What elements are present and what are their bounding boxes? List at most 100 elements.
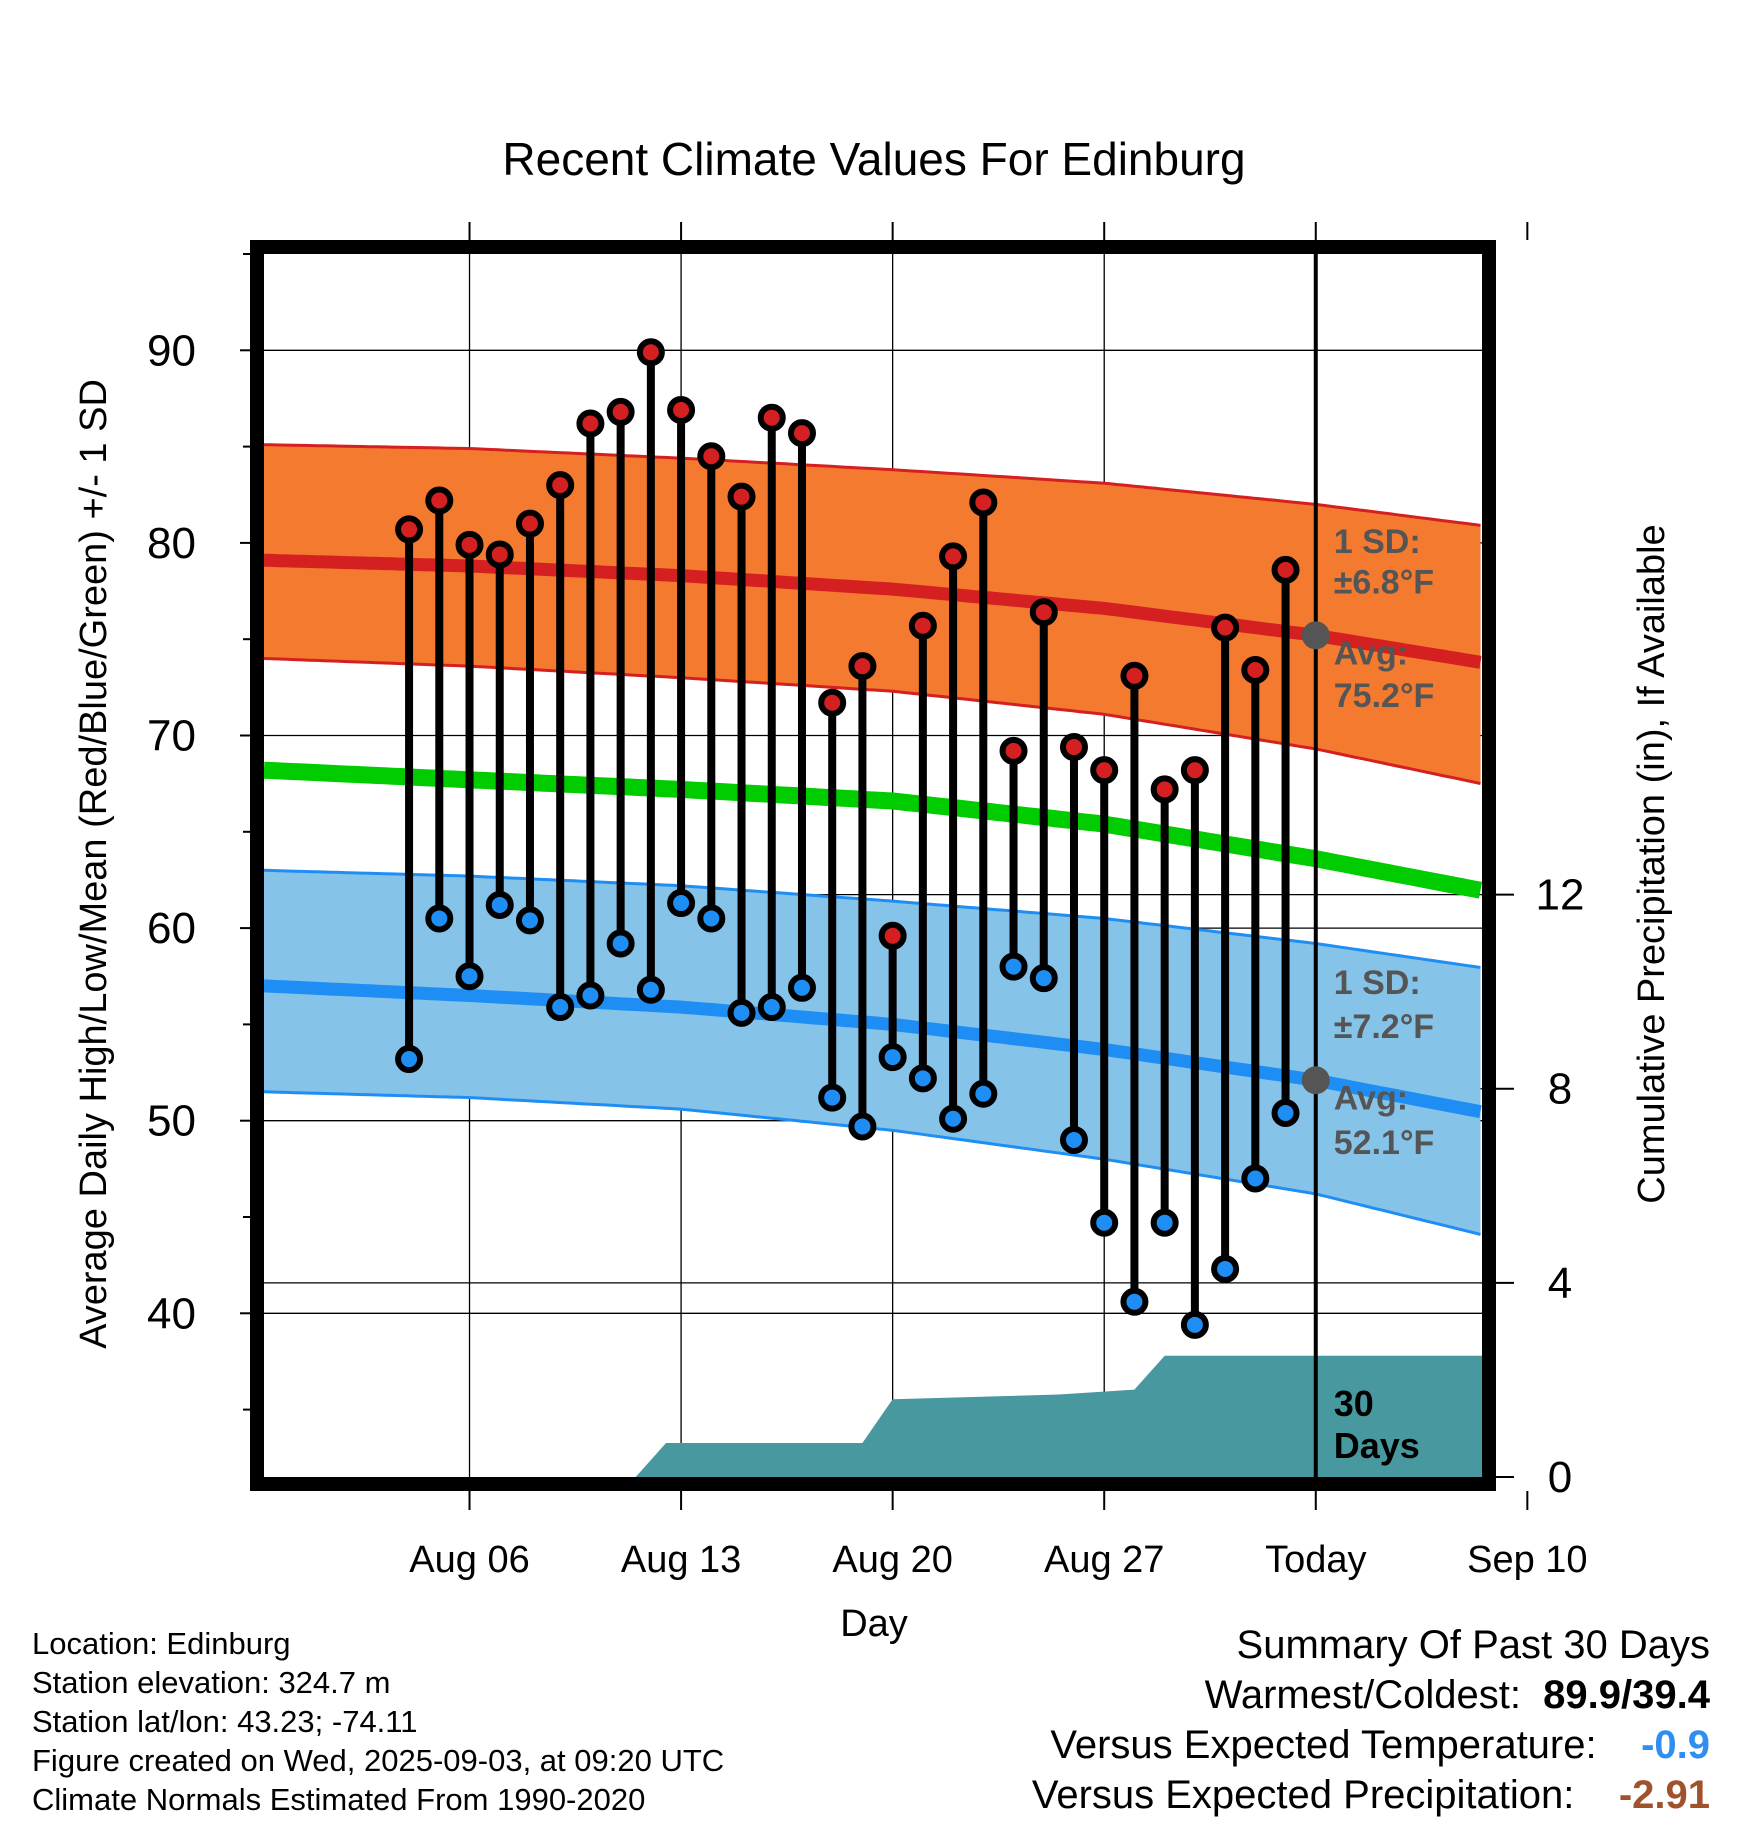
- obs-low-point: [1120, 1287, 1149, 1316]
- station-info: Location: Edinburg Station elevation: 32…: [32, 1624, 724, 1819]
- y2-tick-label: 0: [1548, 1453, 1572, 1502]
- high-avg-value: 75.2°F: [1334, 677, 1435, 715]
- summary-heading: Summary Of Past 30 Days: [1236, 1623, 1710, 1667]
- obs-low-point: [939, 1104, 968, 1133]
- obs-low-point: [576, 981, 605, 1010]
- obs-high-point: [667, 396, 696, 425]
- obs-high-point: [1120, 661, 1149, 690]
- obs-low-point: [1211, 1254, 1240, 1283]
- obs-high-point: [1090, 756, 1119, 785]
- observations: [395, 338, 1300, 1339]
- low-avg-value: 52.1°F: [1334, 1124, 1435, 1162]
- obs-high-point: [848, 652, 877, 681]
- created-text: Figure created on Wed, 2025-09-03, at 09…: [32, 1743, 725, 1778]
- precip-departure-value: -2.91: [1618, 1773, 1710, 1817]
- low-sd-label: 1 SD:: [1334, 964, 1421, 1002]
- obs-low-point: [818, 1083, 847, 1112]
- y-tick-label: 80: [147, 519, 196, 568]
- obs-high-point: [1241, 656, 1270, 685]
- y-axis-label: Average Daily High/Low/Mean (Red/Blue/Gr…: [73, 379, 115, 1349]
- obs-low-point: [1180, 1310, 1209, 1339]
- temp-departure-row: Versus Expected Temperature: -0.9: [1032, 1720, 1710, 1770]
- obs-high-point: [908, 611, 937, 640]
- obs-low-point: [485, 890, 514, 919]
- today-high-avg-marker: [1301, 621, 1330, 650]
- precip-cumulative-area: [264, 1355, 1482, 1477]
- obs-high-point: [455, 530, 484, 559]
- high-sd-label: 1 SD:: [1334, 523, 1421, 561]
- high-sd-band: [264, 444, 1481, 784]
- obs-high-point: [1271, 555, 1300, 584]
- obs-low-point: [848, 1112, 877, 1141]
- x-tick-label: Aug 13: [621, 1539, 741, 1581]
- obs-low-point: [395, 1045, 424, 1074]
- y-tick-label: 50: [147, 1097, 196, 1146]
- obs-low-point: [1090, 1208, 1119, 1237]
- today-low-avg-marker: [1301, 1066, 1330, 1095]
- obs-high-point: [1211, 613, 1240, 642]
- temp-departure-label: Versus Expected Temperature:: [1050, 1723, 1597, 1767]
- obs-low-point: [515, 906, 544, 935]
- obs-low-point: [1150, 1208, 1179, 1237]
- obs-high-point: [697, 442, 726, 471]
- obs-high-point: [757, 403, 786, 432]
- normals-text: Climate Normals Estimated From 1990-2020: [32, 1782, 646, 1817]
- y-tick-label: 90: [147, 326, 196, 375]
- x-tick-label: Today: [1265, 1539, 1366, 1581]
- obs-high-point: [969, 488, 998, 517]
- summary-panel: Summary Of Past 30 Days Warmest/Coldest:…: [1032, 1620, 1710, 1820]
- obs-low-point: [425, 904, 454, 933]
- window-label-number: 30: [1334, 1383, 1374, 1424]
- obs-low-point: [787, 973, 816, 1002]
- low-sd-value: ±7.2°F: [1334, 1008, 1434, 1046]
- obs-high-point: [1029, 598, 1058, 627]
- low-avg-label: Avg:: [1334, 1080, 1408, 1118]
- y2-tick-label: 12: [1536, 871, 1585, 920]
- obs-high-point: [787, 419, 816, 448]
- high-sd-value: ±6.8°F: [1334, 563, 1434, 601]
- warmest-coldest-value: 89.9/39.4: [1543, 1673, 1710, 1717]
- high-sd-upper-edge: [263, 443, 1481, 527]
- precipitation-area: [264, 1355, 1482, 1477]
- high-avg-label: Avg:: [1334, 635, 1408, 673]
- obs-low-point: [636, 975, 665, 1004]
- obs-high-point: [606, 397, 635, 426]
- warmest-coldest-label: Warmest/Coldest:: [1204, 1673, 1521, 1717]
- obs-low-point: [546, 993, 575, 1022]
- axis-ticks: 40 50 60 70 80 90 0 4 8 12 Aug 06 Aug 13 Aug 20 Aug 2…: [147, 222, 1588, 1581]
- obs-low-point: [1271, 1098, 1300, 1127]
- obs-high-point: [546, 471, 575, 500]
- y-tick-label: 60: [147, 904, 196, 953]
- obs-low-point: [697, 904, 726, 933]
- x-tick-label: Aug 06: [409, 1539, 529, 1581]
- obs-high-point: [1180, 756, 1209, 785]
- y2-axis-label: Cumulative Precipitation (in), If Availa…: [1631, 524, 1673, 1203]
- window-label-days: Days: [1334, 1425, 1420, 1466]
- obs-low-point: [727, 998, 756, 1027]
- temp-departure-value: -0.9: [1641, 1723, 1710, 1767]
- obs-low-point: [908, 1064, 937, 1093]
- obs-high-point: [818, 688, 847, 717]
- obs-high-point: [515, 509, 544, 538]
- precip-departure-row: Versus Expected Precipitation: -2.91: [1032, 1770, 1710, 1820]
- y2-tick-label: 4: [1548, 1259, 1572, 1308]
- obs-high-point: [939, 542, 968, 571]
- obs-low-point: [878, 1043, 907, 1072]
- obs-low-point: [969, 1079, 998, 1108]
- obs-high-point: [485, 540, 514, 569]
- plot-frame: [250, 240, 1496, 1491]
- obs-low-point: [606, 929, 635, 958]
- obs-high-point: [395, 515, 424, 544]
- obs-high-point: [576, 409, 605, 438]
- obs-low-point: [1059, 1125, 1088, 1154]
- x-tick-label: Aug 27: [1044, 1539, 1164, 1581]
- obs-low-point: [667, 889, 696, 918]
- y-tick-label: 70: [147, 711, 196, 760]
- obs-high-point: [878, 921, 907, 950]
- y-tick-label: 40: [147, 1289, 196, 1338]
- normal-low-line: [263, 979, 1482, 1119]
- obs-low-point: [1241, 1164, 1270, 1193]
- latlon-text: Station lat/lon: 43.23; -74.11: [32, 1704, 418, 1739]
